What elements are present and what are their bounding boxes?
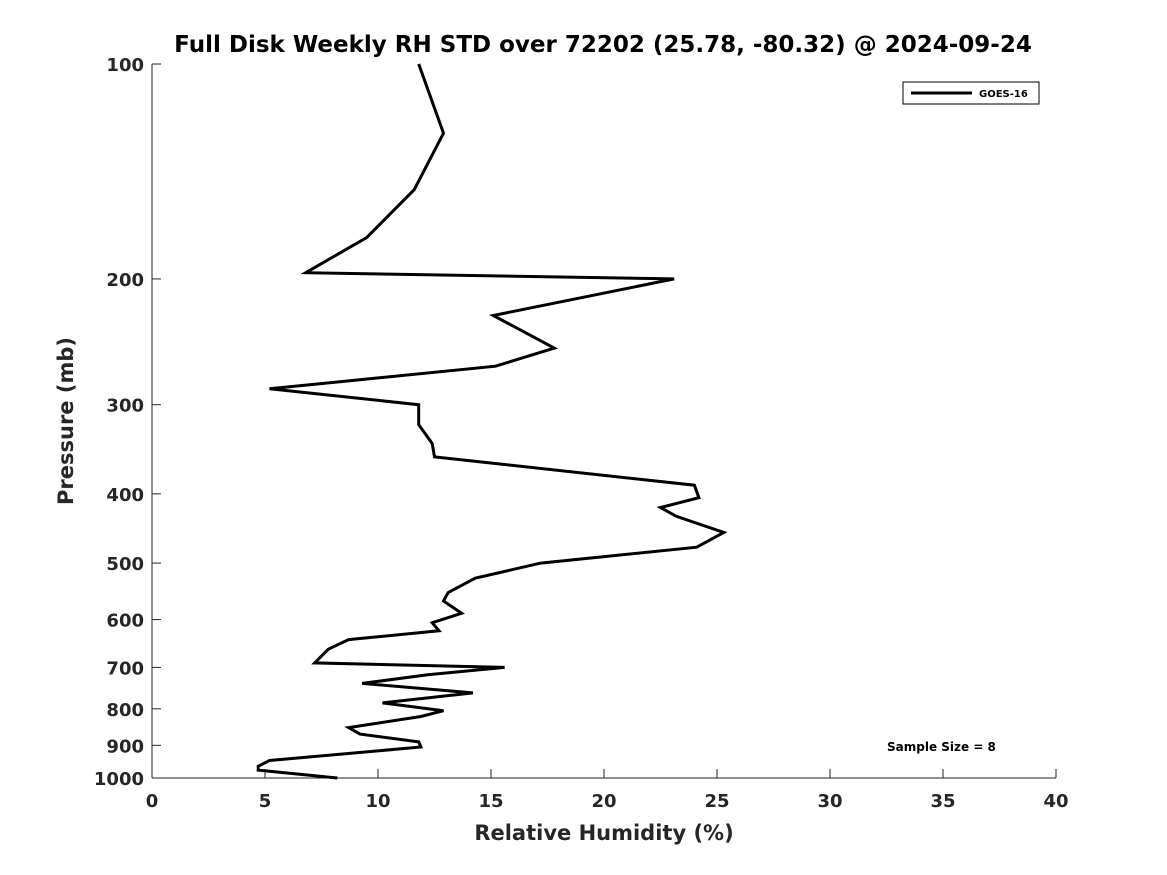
- plot-area: 0 5 10 15 20 25 30 35 40 100 200 300 400 500 600 700 800…: [94, 55, 1069, 812]
- legend-label-goes-16: GOES-16: [979, 89, 1028, 100]
- y-tick-label: 100: [106, 55, 144, 76]
- series-layer: [256, 63, 728, 780]
- y-tick-label: 600: [106, 611, 144, 632]
- y-tick-label: 300: [106, 396, 144, 417]
- x-tick-label: 20: [591, 791, 616, 812]
- x-axis-label: Relative Humidity (%): [474, 821, 733, 845]
- x-tick-label: 40: [1043, 791, 1068, 812]
- y-tick-label: 500: [106, 554, 144, 575]
- x-tick-label: 10: [365, 791, 390, 812]
- x-tick-label: 15: [478, 791, 503, 812]
- chart-title: Full Disk Weekly RH STD over 72202 (25.7…: [174, 32, 1032, 58]
- y-tick-label: 200: [106, 270, 144, 291]
- x-tick-label: 25: [704, 791, 729, 812]
- series-line-goes-16: [256, 63, 728, 780]
- y-tick-label: 700: [106, 658, 144, 679]
- x-tick-label: 5: [259, 791, 272, 812]
- y-tick-label: 400: [106, 485, 144, 506]
- y-axis-label: Pressure (mb): [54, 337, 78, 505]
- x-tick-label: 0: [146, 791, 159, 812]
- x-tick-label: 35: [930, 791, 955, 812]
- y-tick-label: 900: [106, 736, 144, 757]
- y-tick-label: 1000: [94, 769, 144, 790]
- legend: GOES-16: [902, 81, 1040, 105]
- x-tick-label: 30: [817, 791, 842, 812]
- sample-size-annotation: Sample Size = 8: [887, 740, 996, 754]
- y-tick-label: 800: [106, 700, 144, 721]
